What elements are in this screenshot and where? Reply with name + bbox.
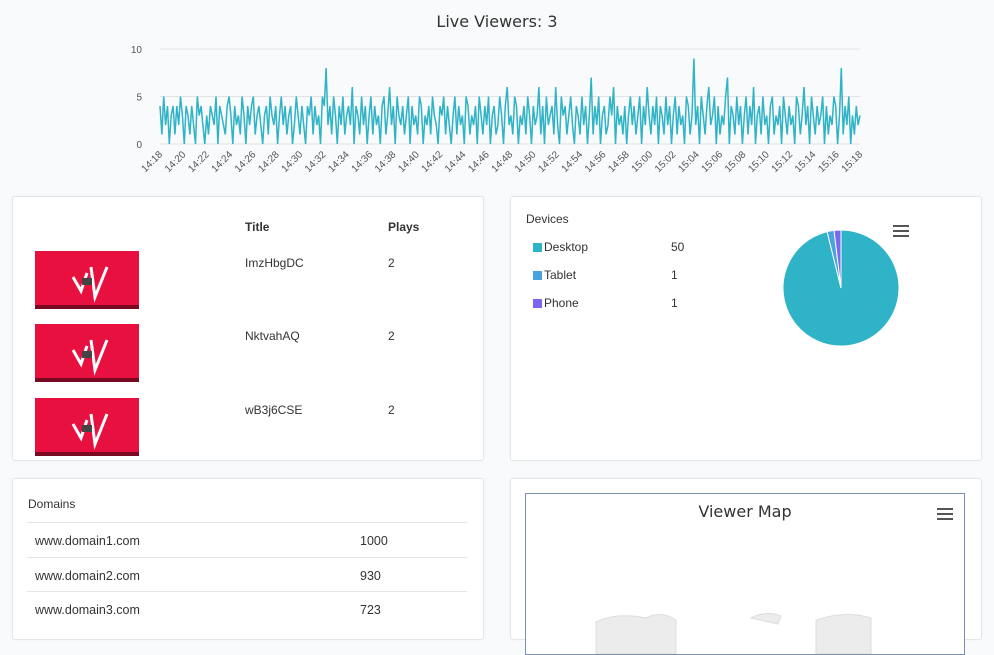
x-tick-label: 14:52 [536, 149, 562, 175]
world-map-shape [595, 612, 872, 654]
x-tick-label: 14:20 [163, 149, 189, 175]
domain-row[interactable]: www.domain3.com 723 [27, 591, 467, 626]
x-tick-label: 14:22 [186, 149, 212, 175]
x-tick-label: 14:30 [280, 149, 306, 175]
device-value: 1 [671, 296, 678, 310]
player-logo-icon [71, 413, 109, 450]
domain-name: www.domain2.com [35, 569, 140, 583]
x-tick-label: 14:38 [373, 149, 399, 175]
x-tick-label: 14:46 [466, 149, 492, 175]
x-tick-label: 15:14 [793, 149, 819, 175]
video-plays: 2 [388, 403, 395, 417]
domain-count: 1000 [360, 534, 388, 548]
hamburger-menu-icon[interactable] [893, 225, 909, 237]
x-tick-label: 14:50 [513, 149, 539, 175]
device-value: 50 [671, 240, 685, 254]
domain-row[interactable]: www.domain1.com 1000 [27, 522, 467, 557]
x-tick-label: 14:26 [233, 149, 259, 175]
legend-swatch [533, 243, 542, 252]
devices-title: Devices [526, 212, 569, 226]
x-tick-label: 15:02 [653, 149, 679, 175]
video-row[interactable]: ImzHbgDC 2 [13, 251, 483, 311]
y-tick-label: 5 [136, 93, 142, 104]
videos-header-title: Title [245, 220, 270, 234]
pie-slice-phone[interactable] [833, 229, 842, 289]
viewer-map[interactable]: Viewer Map [525, 493, 965, 655]
device-label: Phone [544, 296, 579, 310]
domain-row[interactable]: www.domain2.com 930 [27, 557, 467, 592]
live-viewers-plot: 105014:1814:2014:2214:2414:2614:2814:301… [131, 45, 866, 175]
viewers-series-line [159, 58, 861, 145]
domain-count: 930 [360, 569, 381, 583]
domains-panel: Domains www.domain1.com 1000 www.domain2… [12, 478, 484, 640]
device-label: Tablet [544, 268, 577, 282]
video-row[interactable]: NktvahAQ 2 [13, 324, 483, 384]
video-title: wB3j6CSE [245, 403, 303, 417]
live-viewers-chart: Live Viewers: 3 10 5 0 14:18 14:20 14:22 14:24… [0, 0, 994, 195]
device-legend-item[interactable]: Desktop 50 [533, 240, 684, 256]
y-tick-label: 10 [131, 45, 143, 56]
player-logo-icon [71, 266, 109, 303]
domains-title: Domains [28, 497, 76, 511]
top-videos-panel: Title Plays ImzHbgDC 2 NktvahAQ 2 [12, 196, 484, 461]
x-tick-label: 15:12 [770, 149, 796, 175]
domain-name: www.domain1.com [35, 534, 140, 548]
devices-panel: Devices Desktop 50 Tablet 1 Phone 1 [510, 196, 982, 461]
x-tick-label: 14:18 [140, 149, 166, 175]
hamburger-menu-icon[interactable] [937, 508, 953, 520]
x-tick-label: 15:00 [630, 149, 656, 175]
x-tick-label: 14:40 [396, 149, 422, 175]
x-tick-label: 15:08 [723, 149, 749, 175]
viewer-map-panel: Viewer Map [510, 478, 982, 655]
x-tick-label: 15:18 [840, 149, 866, 175]
device-value: 1 [671, 268, 678, 282]
x-tick-label: 15:04 [676, 149, 702, 175]
x-tick-label: 15:10 [746, 149, 772, 175]
x-tick-label: 14:28 [256, 149, 282, 175]
x-tick-label: 14:42 [420, 149, 446, 175]
x-tick-label: 14:32 [303, 149, 329, 175]
x-tick-label: 15:16 [816, 149, 842, 175]
player-logo-icon [71, 339, 109, 376]
video-row[interactable]: wB3j6CSE 2 [13, 398, 483, 458]
x-tick-label: 14:58 [606, 149, 632, 175]
legend-swatch [533, 271, 542, 280]
device-legend-item[interactable]: Phone 1 [533, 296, 678, 312]
x-tick-label: 14:24 [210, 149, 236, 175]
devices-pie-chart [782, 229, 900, 347]
y-tick-label: 0 [136, 140, 142, 151]
x-tick-label: 14:56 [583, 149, 609, 175]
video-thumbnail[interactable] [35, 398, 139, 456]
video-thumbnail[interactable] [35, 324, 139, 382]
device-label: Desktop [544, 240, 589, 254]
device-legend-item[interactable]: Tablet 1 [533, 268, 678, 284]
x-tick-label: 14:44 [443, 149, 469, 175]
x-tick-label: 14:48 [490, 149, 516, 175]
video-plays: 2 [388, 329, 395, 343]
legend-swatch [533, 299, 542, 308]
video-thumbnail[interactable] [35, 251, 139, 309]
x-tick-label: 14:54 [560, 149, 586, 175]
domain-name: www.domain3.com [35, 603, 140, 617]
domain-count: 723 [360, 603, 381, 617]
viewer-map-title: Viewer Map [698, 502, 792, 521]
video-plays: 2 [388, 256, 395, 270]
x-tick-label: 15:06 [700, 149, 726, 175]
video-title: NktvahAQ [245, 329, 300, 343]
x-tick-label: 14:34 [326, 149, 352, 175]
x-tick-label: 14:36 [350, 149, 376, 175]
videos-header-plays: Plays [388, 220, 420, 234]
video-title: ImzHbgDC [245, 256, 304, 270]
live-viewers-title: Live Viewers: 3 [436, 12, 558, 31]
